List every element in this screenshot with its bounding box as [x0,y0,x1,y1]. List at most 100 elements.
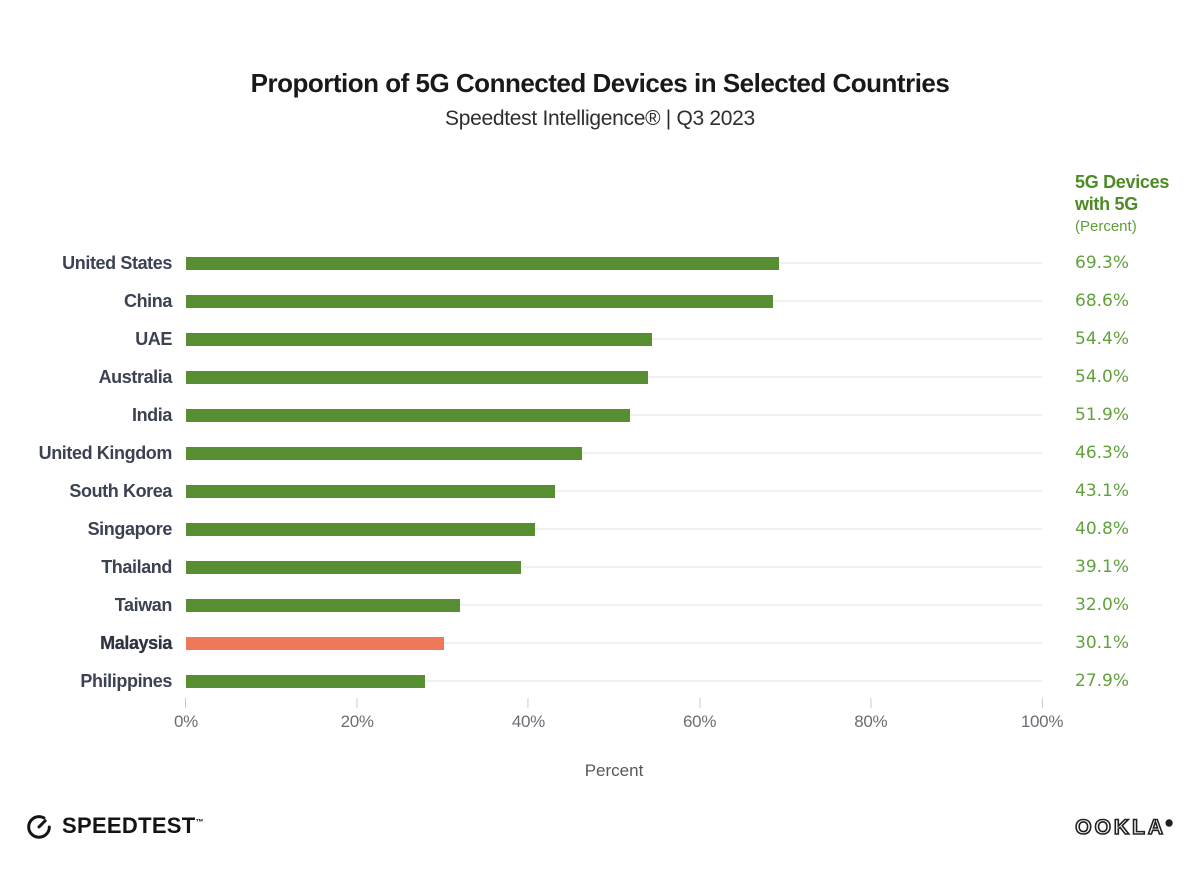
bar-chart: United States 69.3% China 68.6% UAE 54.4% Aust… [0,244,1200,700]
chart-subtitle: Speedtest Intelligence® | Q3 2023 [445,107,755,130]
speedtest-trademark: ™ [195,817,204,827]
value-label: 40.8% [1075,519,1130,539]
x-axis: 0% 20% 40% 60% 80% 100% [174,698,1063,740]
category-label: South Korea [69,480,172,501]
tick-label: 40% [511,712,545,731]
bar-track [186,472,1042,510]
chart-row: Taiwan 32.0% [0,586,1200,624]
tick-mark [356,698,358,708]
tick-mark [527,698,529,708]
track-line [186,452,1042,454]
category-label: Thailand [101,556,172,577]
value-column-header: 5G Devices with 5G (Percent) [1075,171,1169,238]
bar [186,256,780,270]
chart-row: United Kingdom 46.3% [0,434,1200,472]
bar-track [186,282,1042,320]
category-label: Malaysia [100,632,172,653]
value-column-header-line1: 5G Devices [1075,172,1170,192]
chart-row: UAE 54.4% [0,320,1200,358]
ookla-logo: OOKLA® [1074,815,1172,840]
category-label: Australia [98,366,173,387]
tick-mark [185,698,187,708]
bar-track [186,624,1042,662]
x-axis-tick: 100% [1021,698,1063,732]
category-label: Singapore [87,518,173,539]
x-axis-tick: 40% [512,698,545,732]
bar-track [186,396,1042,434]
bar [186,332,652,346]
bar [186,484,555,498]
tick-label: 0% [174,712,198,731]
x-axis-tick: 0% [174,698,198,732]
value-label: 43.1% [1075,481,1130,501]
chart-row: United States 69.3% [0,244,1200,282]
tick-mark [699,698,701,708]
x-axis-label: Percent [584,761,644,780]
category-label: China [123,290,172,311]
value-label: 54.4% [1075,329,1130,349]
track-line [186,566,1042,568]
chart-row: India 51.9% [0,396,1200,434]
value-label: 32.0% [1075,595,1130,615]
value-label: 30.1% [1075,633,1130,653]
value-column-header-line3: (Percent) [1075,218,1137,235]
bar-track [186,510,1042,548]
chart-row: Thailand 39.1% [0,548,1200,586]
track-line [186,680,1042,682]
x-axis-tick: 60% [683,698,716,732]
track-line [186,604,1042,606]
bar-track [186,662,1042,700]
tick-label: 100% [1020,712,1064,731]
value-label: 27.9% [1075,671,1130,691]
tick-label: 20% [340,712,374,731]
chart-row: Philippines 27.9% [0,662,1200,700]
value-label: 54.0% [1075,367,1130,387]
track-line [186,642,1042,644]
category-label: India [131,404,172,425]
tick-label: 60% [683,712,717,731]
x-axis-tick: 20% [341,698,374,732]
chart-row: South Korea 43.1% [0,472,1200,510]
bar [186,522,536,536]
chart-row: Singapore 40.8% [0,510,1200,548]
bar [186,560,521,574]
value-label: 46.3% [1075,443,1130,463]
bar [186,294,774,308]
chart-row: Malaysia 30.1% [0,624,1200,662]
value-label: 39.1% [1075,557,1130,577]
track-line [186,528,1042,530]
speedtest-logo: SPEEDTEST™ [24,811,204,841]
tick-mark [1041,698,1043,708]
category-label: Taiwan [114,594,173,615]
tick-label: 80% [854,712,888,731]
value-label: 51.9% [1075,405,1130,425]
value-label: 68.6% [1075,291,1130,311]
value-column-header-line2: with 5G [1075,194,1138,214]
bar-highlight [186,636,444,650]
bar [186,446,583,460]
speedtest-gauge-icon [24,811,54,841]
chart-title: Proportion of 5G Connected Devices in Se… [250,68,950,98]
track-line [186,490,1042,492]
bar-track [186,586,1042,624]
ookla-trademark: ® [1165,818,1172,829]
category-label: United Kingdom [38,442,173,463]
bar [186,408,631,422]
category-label: United States [62,252,172,273]
bar [186,674,425,688]
tick-mark [870,698,872,708]
x-axis-tick: 80% [854,698,888,732]
bar-track [186,358,1042,396]
bar-track [186,244,1042,282]
bar [186,370,649,384]
chart-row: China 68.6% [0,282,1200,320]
bar [186,598,460,612]
bar-track [186,548,1042,586]
value-label: 69.3% [1075,253,1130,273]
category-label: Philippines [80,670,172,691]
speedtest-logo-text: SPEEDTEST™ [62,813,204,838]
category-label: UAE [135,328,172,349]
bar-track [186,320,1042,358]
bar-track [186,434,1042,472]
